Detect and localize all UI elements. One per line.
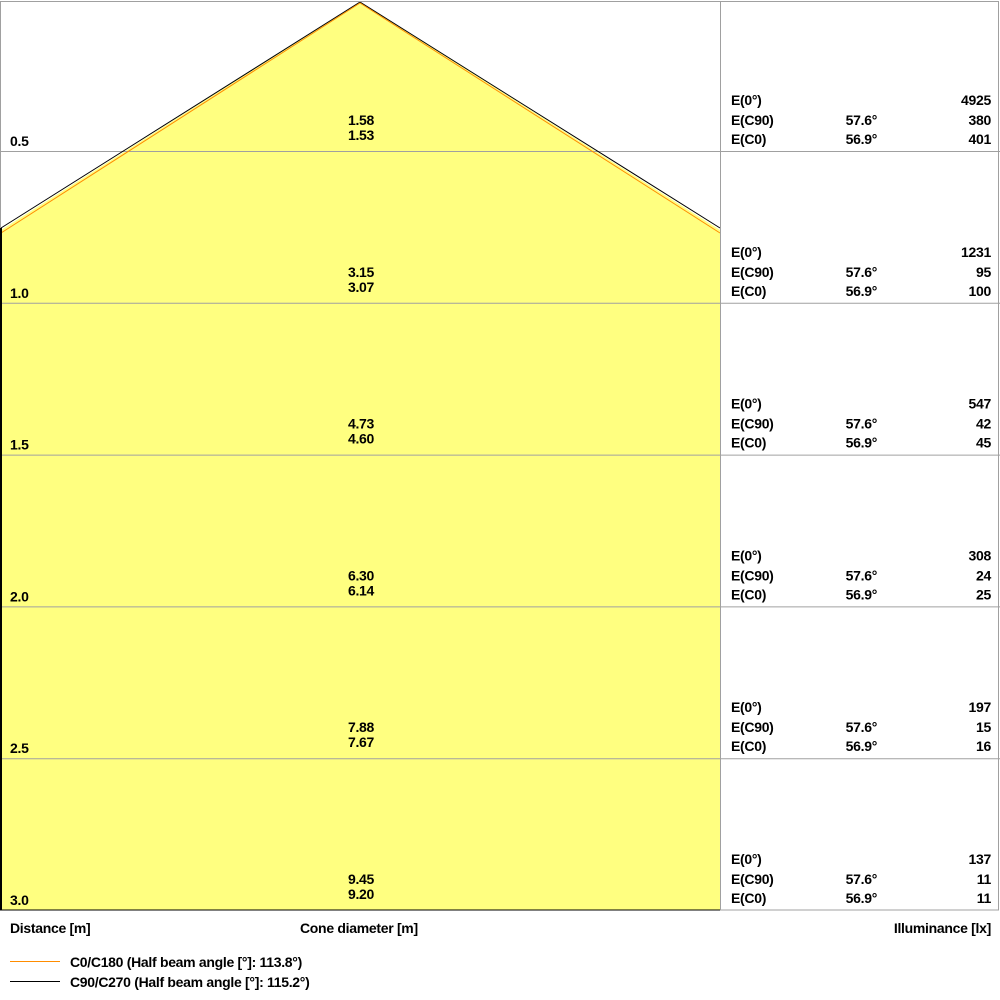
distance-value: 2.0: [10, 588, 29, 604]
distance-row: 1.0 3.153.07 E(0°) 1231 E(C90) 57.6° 95 E(C0) 56…: [10, 244, 992, 301]
ec90-angle: 57.6°: [846, 416, 877, 432]
ec90-angle: 57.6°: [846, 567, 877, 583]
ec0-value: 401: [969, 131, 992, 147]
distance-value: 2.5: [10, 740, 29, 756]
ec0-label: E(C0): [731, 283, 766, 299]
cone-diameter-c0: 4.60: [348, 431, 375, 447]
cone-diameter-c90: 1.58: [348, 112, 375, 128]
e0-value: 547: [969, 396, 992, 412]
ec90-value: 24: [976, 567, 991, 583]
cone-diameter-c0: 1.53: [348, 127, 375, 143]
ec0-angle: 56.9°: [846, 586, 877, 602]
e0-value: 4925: [961, 92, 991, 108]
ec90-label: E(C90): [731, 416, 774, 432]
ec0-angle: 56.9°: [846, 435, 877, 451]
cone-diameter-c0: 3.07: [348, 279, 375, 295]
ec90-value: 95: [976, 264, 991, 280]
ec90-value: 42: [976, 416, 991, 432]
c90-beam-line: [359, 1, 721, 229]
e0-label: E(0°): [731, 92, 762, 108]
distance-row: 1.5 4.734.60 E(0°) 547 E(C90) 57.6° 42 E(C0) 56.…: [10, 396, 992, 453]
ec90-value: 15: [976, 719, 991, 735]
ec0-angle: 56.9°: [846, 131, 877, 147]
ec0-label: E(C0): [731, 738, 766, 754]
ec0-value: 16: [976, 738, 991, 754]
ec90-label: E(C90): [731, 112, 774, 128]
ec90-angle: 57.6°: [846, 264, 877, 280]
e0-value: 137: [969, 851, 992, 867]
cone-diameter-c90: 4.73: [348, 416, 375, 432]
distance-value: 3.0: [10, 892, 29, 908]
ec0-label: E(C0): [731, 586, 766, 602]
distance-value: 0.5: [10, 133, 29, 149]
ec90-value: 11: [977, 871, 992, 887]
e0-value: 308: [969, 547, 992, 563]
ec0-label: E(C0): [731, 435, 766, 451]
ec0-angle: 56.9°: [846, 738, 877, 754]
distance-row: 0.5 1.581.53 E(0°) 4925 E(C90) 57.6° 380 E(C0) 5…: [10, 92, 992, 149]
cone-diameter-c90: 7.88: [348, 719, 375, 735]
e0-label: E(0°): [731, 851, 762, 867]
ec90-label: E(C90): [731, 871, 774, 887]
ec90-angle: 57.6°: [846, 871, 877, 887]
legend: C0/C180 (Half beam angle [°]: 113.8°) C90…: [10, 954, 310, 990]
e0-label: E(0°): [731, 547, 762, 563]
distance-value: 1.5: [10, 437, 29, 453]
illuminance-label: Illuminance [lx]: [894, 920, 991, 936]
distance-row: 2.5 7.887.67 E(0°) 197 E(C90) 57.6° 15 E(C0) 56.…: [10, 699, 992, 756]
ec0-angle: 56.9°: [846, 890, 877, 906]
distance-row: 2.0 6.306.14 E(0°) 308 E(C90) 57.6° 24 E(C0) 56.…: [10, 547, 992, 604]
c0-beam-line: [359, 2, 721, 234]
cone-diameter-c90: 6.30: [348, 567, 375, 583]
grid: [0, 151, 1000, 760]
cone-diameter-c0: 9.20: [348, 886, 375, 902]
legend-label: C0/C180 (Half beam angle [°]: 113.8°): [70, 954, 302, 970]
cone-diameter-label: Cone diameter [m]: [300, 920, 418, 936]
e0-label: E(0°): [731, 244, 762, 260]
ec0-value: 11: [977, 890, 992, 906]
ec90-angle: 57.6°: [846, 112, 877, 128]
c0-beam-line: [0, 2, 361, 234]
distance-value: 1.0: [10, 285, 29, 301]
ec0-angle: 56.9°: [846, 283, 877, 299]
ec0-value: 25: [976, 586, 991, 602]
cone-diameter-c0: 6.14: [348, 582, 375, 598]
cone-diameter-c90: 9.45: [348, 871, 375, 887]
ec90-label: E(C90): [731, 567, 774, 583]
ec90-label: E(C90): [731, 719, 774, 735]
cone-diameter-c0: 7.67: [348, 734, 375, 750]
ec90-value: 380: [969, 112, 992, 128]
cone-fill: [1, 2, 720, 910]
cone-diameter-c90: 3.15: [348, 264, 375, 280]
ec90-label: E(C90): [731, 264, 774, 280]
e0-label: E(0°): [731, 396, 762, 412]
distance-axis-label: Distance [m]: [10, 920, 90, 936]
c90-beam-line: [0, 1, 361, 229]
distance-row: 3.0 9.459.20 E(0°) 137 E(C90) 57.6° 11 E(C0) 56.…: [10, 851, 992, 908]
e0-value: 197: [969, 699, 992, 715]
ec0-value: 45: [976, 435, 991, 451]
ec0-value: 100: [969, 283, 992, 299]
ec90-angle: 57.6°: [846, 719, 877, 735]
rows: 0.5 1.581.53 E(0°) 4925 E(C90) 57.6° 380 E(C0) 5…: [10, 92, 992, 908]
ec0-label: E(C0): [731, 131, 766, 147]
legend-label: C90/C270 (Half beam angle [°]: 115.2°): [70, 974, 309, 990]
ec0-label: E(C0): [731, 890, 766, 906]
e0-value: 1231: [961, 244, 991, 260]
e0-label: E(0°): [731, 699, 762, 715]
